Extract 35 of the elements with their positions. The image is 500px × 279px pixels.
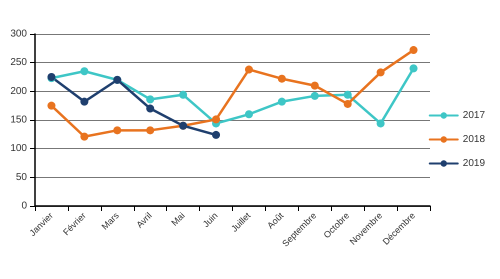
point <box>278 74 286 83</box>
y-tick-label: 100 <box>10 143 28 154</box>
point <box>80 98 88 106</box>
legend-label: 2019 <box>462 158 486 169</box>
y-tick-label: 300 <box>10 28 28 40</box>
point <box>310 82 319 90</box>
point <box>146 104 154 113</box>
point <box>344 100 352 108</box>
point <box>410 64 418 72</box>
point <box>80 67 88 76</box>
point <box>376 119 385 128</box>
point <box>244 110 253 118</box>
legend-label: 2018 <box>462 134 486 145</box>
y-tick-label: 250 <box>10 57 28 68</box>
point <box>179 90 188 99</box>
y-tick-label: 200 <box>10 86 28 97</box>
point <box>146 126 154 134</box>
y-tick-label: 0 <box>21 200 28 212</box>
point <box>146 95 154 104</box>
x-tick-label: Mai <box>169 210 187 228</box>
point <box>113 126 122 134</box>
y-tick-label: 150 <box>10 114 28 126</box>
point <box>212 115 220 124</box>
point <box>80 132 88 141</box>
point <box>376 68 385 76</box>
point <box>244 66 253 74</box>
point <box>310 92 319 100</box>
point <box>47 102 56 110</box>
point <box>278 98 286 106</box>
x-tick-label: Juin <box>200 210 220 230</box>
y-tick-label: 50 <box>16 172 28 183</box>
point <box>344 90 352 99</box>
legend-label: 2017 <box>462 110 486 121</box>
point <box>212 130 220 139</box>
point <box>410 46 418 54</box>
